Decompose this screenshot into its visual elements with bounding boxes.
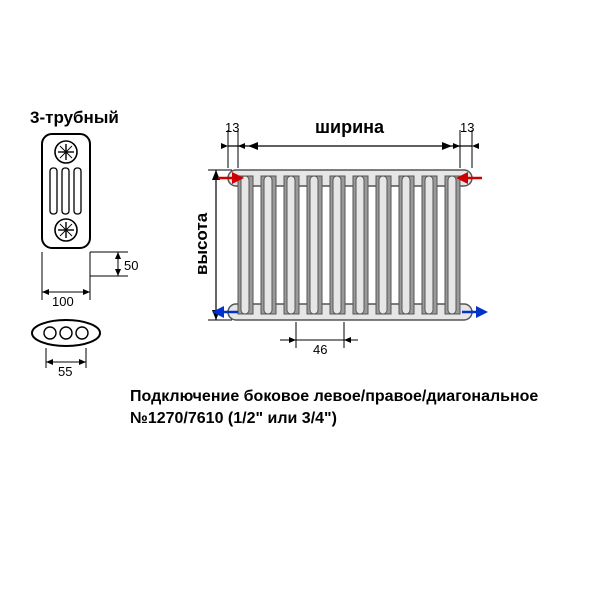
top-view-depth-label: 55 [58, 364, 72, 379]
front-view [208, 130, 488, 348]
side-view [42, 134, 128, 300]
section-width-label: 46 [313, 342, 327, 357]
cap-label-left: 13 [225, 120, 239, 135]
technical-diagram: 3-трубный [0, 0, 600, 600]
diagram-canvas [0, 0, 600, 600]
side-view-width-label: 100 [52, 294, 74, 309]
width-label: ширина [315, 117, 384, 138]
top-view [32, 320, 100, 368]
side-view-depth-label: 50 [124, 258, 138, 273]
connection-line2: №1270/7610 (1/2" или 3/4") [130, 410, 337, 428]
connection-line1: Подключение боковое левое/правое/диагона… [130, 388, 538, 406]
height-label: высота [192, 213, 212, 275]
cap-label-right: 13 [460, 120, 474, 135]
